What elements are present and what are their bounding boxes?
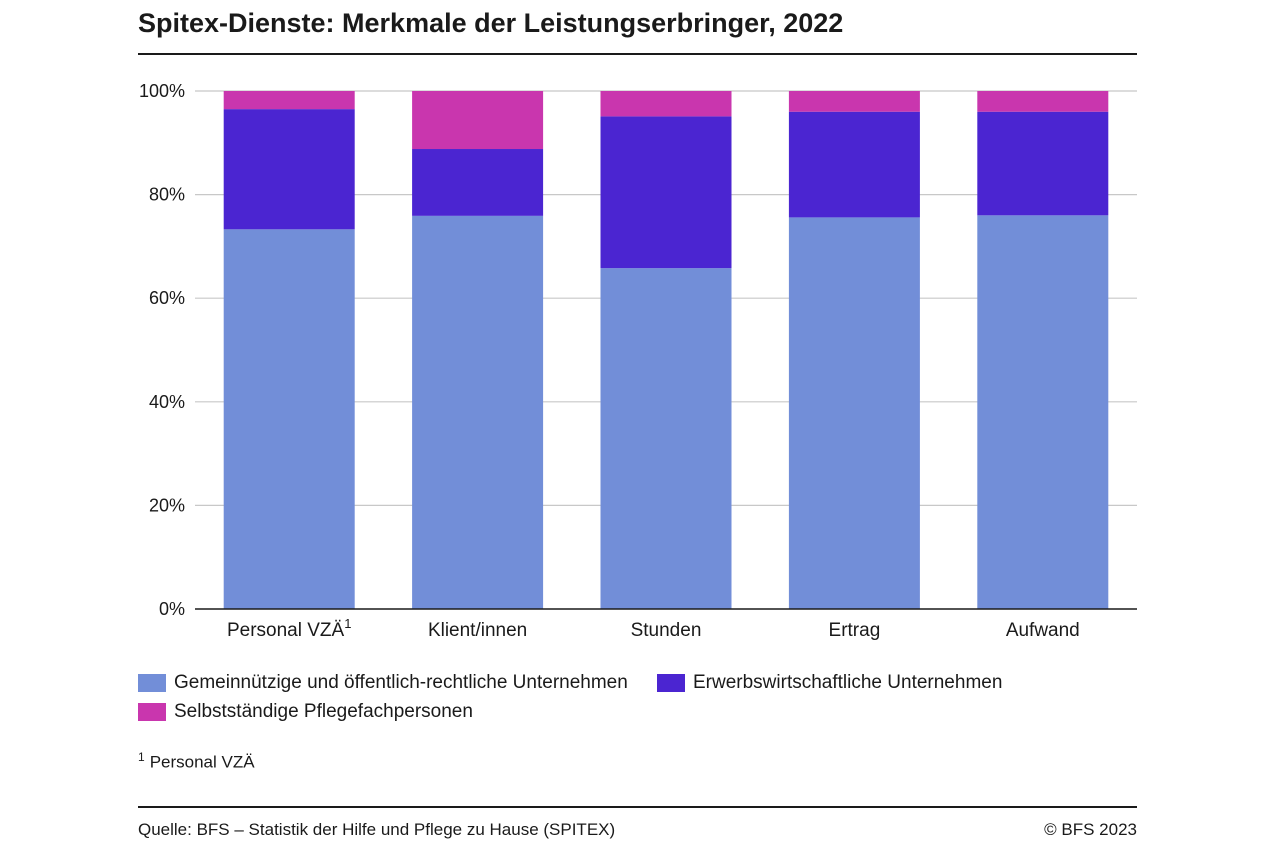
x-tick-label: Personal VZÄ1 [227, 616, 351, 641]
bars [223, 91, 1109, 609]
bar-segment-3-5 [977, 91, 1109, 112]
bar-segment-2-5 [977, 111, 1109, 216]
footnote: 1 Personal VZÄ [138, 750, 255, 773]
y-tick-label: 100% [139, 81, 185, 101]
legend-swatch [138, 703, 166, 721]
x-tick-superscript: 1 [344, 616, 351, 631]
y-tick-label: 0% [159, 599, 185, 619]
bar-segment-3-3 [600, 91, 732, 117]
axes: 0% 20% 40% 60% 80% 100% Personal VZÄ1 Klient/in… [139, 81, 1137, 641]
bar-segment-2-2 [412, 149, 544, 216]
chart-title: Spitex-Dienste: Merkmale der Leistungser… [138, 8, 844, 38]
y-tick-label: 40% [149, 392, 185, 412]
legend-label: Selbstständige Pflegefachpersonen [174, 701, 473, 722]
copyright: © BFS 2023 [1044, 820, 1137, 839]
bar-segment-1-3 [600, 268, 732, 609]
y-tick-label: 60% [149, 288, 185, 308]
bar-segment-2-3 [600, 116, 732, 269]
legend-swatch [138, 674, 166, 692]
source-note: Quelle: BFS – Statistik der Hilfe und Pf… [138, 820, 616, 839]
bar-segment-3-4 [788, 91, 920, 112]
footnote-text: Personal VZÄ [149, 752, 255, 772]
bar-segment-1-4 [788, 217, 920, 609]
bar-segment-3-2 [412, 91, 544, 150]
footnote-marker: 1 [138, 750, 145, 764]
bar-segment-1-1 [223, 229, 355, 609]
y-tick-label: 20% [149, 495, 185, 515]
x-tick-label: Stunden [631, 620, 702, 641]
legend-label: Gemeinnützige und öffentlich-rechtliche … [174, 672, 628, 693]
y-tick-label: 80% [149, 185, 185, 205]
title-rule [138, 53, 1137, 55]
legend-swatch [657, 674, 685, 692]
legend-label: Erwerbswirtschaftliche Unternehmen [693, 672, 1003, 693]
bar-segment-2-1 [223, 109, 355, 230]
footer-rule [138, 806, 1137, 808]
legend-item-gemeinnuetzige: Gemeinnützige und öffentlich-rechtliche … [138, 672, 628, 694]
bar-segment-1-2 [412, 215, 544, 609]
legend-item-erwerbswirtschaftliche: Erwerbswirtschaftliche Unternehmen [657, 672, 1002, 694]
legend-item-selbststaendige: Selbstständige Pflegefachpersonen [138, 701, 473, 723]
x-tick-label: Aufwand [1006, 620, 1080, 641]
x-tick-label: Klient/innen [428, 620, 527, 641]
bar-segment-3-1 [223, 91, 355, 110]
stacked-bar-chart: 0% 20% 40% 60% 80% 100% Personal VZÄ1 Klient/in… [139, 81, 1137, 641]
bar-segment-2-4 [788, 111, 920, 218]
x-tick-label: Ertrag [829, 620, 881, 641]
bar-segment-1-5 [977, 215, 1109, 609]
